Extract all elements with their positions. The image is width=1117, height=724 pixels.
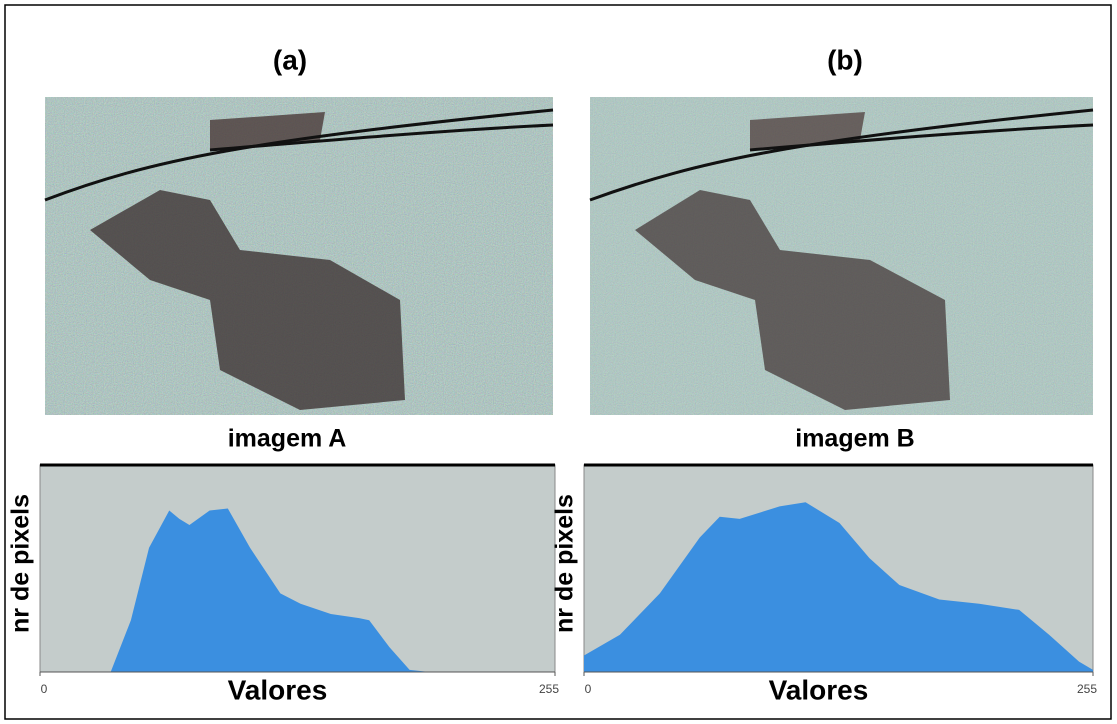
image-caption: imagem B xyxy=(795,425,914,453)
y-axis-label: nr de pixels xyxy=(551,494,579,633)
photo xyxy=(44,97,554,415)
y-axis-label: nr de pixels xyxy=(7,494,35,633)
x-tick-label: 255 xyxy=(1077,682,1097,696)
histogram-area xyxy=(584,502,1093,672)
x-axis-label: Valores xyxy=(769,674,869,705)
panel-label: (b) xyxy=(827,44,863,75)
x-tick-label: 0 xyxy=(585,682,592,696)
x-tick-label: 255 xyxy=(539,682,559,696)
image-caption: imagem A xyxy=(228,425,347,453)
x-axis-label: Valores xyxy=(228,674,328,705)
photo xyxy=(589,97,1094,415)
x-tick-label: 0 xyxy=(41,682,48,696)
histogram-area xyxy=(110,508,430,672)
panel-label: (a) xyxy=(273,44,307,75)
